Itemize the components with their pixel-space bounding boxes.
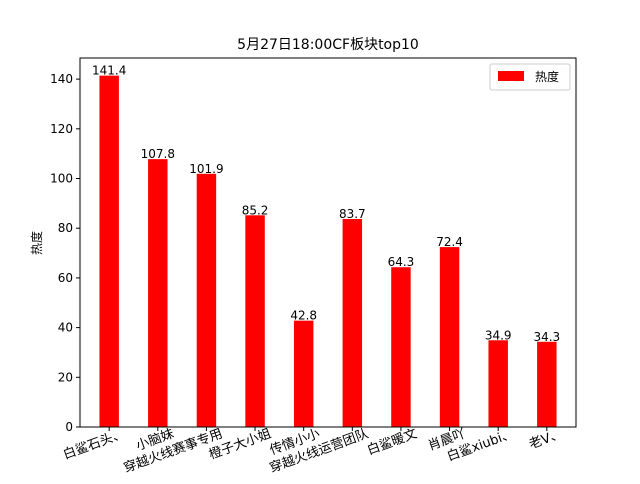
plot-frame <box>79 57 577 428</box>
y-tick-label: 60 <box>58 271 73 285</box>
bar-value-label: 34.9 <box>485 328 512 342</box>
legend-swatch <box>498 71 524 81</box>
bar-value-label: 83.7 <box>339 207 366 221</box>
bar <box>293 320 314 427</box>
bar <box>391 267 411 427</box>
bar-value-label: 107.8 <box>141 147 175 161</box>
bar <box>488 340 508 427</box>
bar-value-label: 101.9 <box>189 162 223 176</box>
bar-value-label: 42.8 <box>290 309 317 323</box>
y-tick-label: 40 <box>58 321 73 335</box>
bar-value-label: 85.2 <box>242 203 269 217</box>
y-tick-label: 20 <box>58 370 73 384</box>
bar <box>245 215 265 427</box>
legend: 热度 <box>489 63 571 91</box>
bar-value-label: 64.3 <box>388 255 415 269</box>
bar-value-label: 72.4 <box>436 235 463 249</box>
plot-area: 141.4 107.8 101.9 85.2 42.8 83.7 64.3 72.4 34.9 3… <box>50 57 577 476</box>
y-tick-label: 120 <box>50 122 73 136</box>
y-tick-label: 0 <box>65 420 73 434</box>
bar-value-label: 141.4 <box>92 64 126 78</box>
bar <box>99 75 119 427</box>
y-axis-label: 热度 <box>29 231 44 255</box>
chart-title: 5月27日18:00CF板块top10 <box>237 37 419 53</box>
bar-value-label: 34.3 <box>533 330 560 344</box>
bar <box>537 341 557 427</box>
y-tick-label: 100 <box>50 172 73 186</box>
legend-label: 热度 <box>535 69 559 84</box>
bar <box>439 247 460 427</box>
y-tick-label: 80 <box>58 221 73 235</box>
bar <box>342 219 363 427</box>
bar <box>148 159 168 427</box>
y-tick-label: 140 <box>50 72 73 86</box>
bar <box>196 173 217 427</box>
legend-frame <box>489 63 571 91</box>
